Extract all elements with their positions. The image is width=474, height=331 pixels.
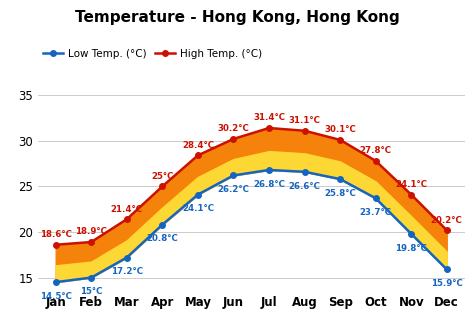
- Low Temp. (°C): [444, 267, 449, 271]
- Text: 21.4°C: 21.4°C: [111, 205, 143, 214]
- Low Temp. (°C): [408, 232, 414, 236]
- High Temp. (°C): [195, 153, 201, 157]
- Text: 18.9°C: 18.9°C: [75, 227, 107, 236]
- Text: 25.8°C: 25.8°C: [324, 189, 356, 198]
- Text: 14.5°C: 14.5°C: [40, 292, 72, 301]
- High Temp. (°C): [53, 243, 59, 247]
- Text: 28.4°C: 28.4°C: [182, 141, 214, 150]
- High Temp. (°C): [301, 129, 307, 133]
- Low Temp. (°C): [230, 173, 236, 177]
- High Temp. (°C): [266, 126, 272, 130]
- Text: 23.7°C: 23.7°C: [360, 208, 392, 217]
- Text: 15°C: 15°C: [80, 287, 102, 296]
- Low Temp. (°C): [124, 256, 129, 260]
- Text: 30.2°C: 30.2°C: [218, 124, 249, 133]
- High Temp. (°C): [444, 228, 449, 232]
- Low Temp. (°C): [373, 196, 378, 200]
- Low Temp. (°C): [53, 280, 59, 284]
- Legend: Low Temp. (°C), High Temp. (°C): Low Temp. (°C), High Temp. (°C): [38, 45, 266, 63]
- Text: 31.4°C: 31.4°C: [253, 114, 285, 122]
- High Temp. (°C): [373, 159, 378, 163]
- Text: 20.8°C: 20.8°C: [146, 234, 178, 243]
- Text: 17.2°C: 17.2°C: [111, 267, 143, 276]
- Text: 25°C: 25°C: [151, 172, 173, 181]
- Text: 30.1°C: 30.1°C: [324, 125, 356, 134]
- Line: Low Temp. (°C): Low Temp. (°C): [53, 167, 449, 285]
- Text: 24.1°C: 24.1°C: [182, 204, 214, 213]
- Text: 26.6°C: 26.6°C: [289, 181, 320, 191]
- Low Temp. (°C): [88, 276, 94, 280]
- Low Temp. (°C): [266, 168, 272, 172]
- Low Temp. (°C): [301, 170, 307, 174]
- High Temp. (°C): [408, 193, 414, 197]
- High Temp. (°C): [88, 240, 94, 244]
- Text: 27.8°C: 27.8°C: [360, 146, 392, 155]
- High Temp. (°C): [230, 137, 236, 141]
- Low Temp. (°C): [195, 193, 201, 197]
- High Temp. (°C): [159, 184, 165, 188]
- Text: 26.2°C: 26.2°C: [218, 185, 249, 194]
- Text: 31.1°C: 31.1°C: [289, 116, 320, 125]
- High Temp. (°C): [337, 138, 343, 142]
- Low Temp. (°C): [337, 177, 343, 181]
- Text: Temperature - Hong Kong, Hong Kong: Temperature - Hong Kong, Hong Kong: [74, 10, 400, 25]
- Low Temp. (°C): [159, 223, 165, 227]
- High Temp. (°C): [124, 217, 129, 221]
- Text: 24.1°C: 24.1°C: [395, 180, 427, 189]
- Text: 18.6°C: 18.6°C: [40, 230, 72, 239]
- Text: 15.9°C: 15.9°C: [431, 279, 463, 288]
- Text: 26.8°C: 26.8°C: [253, 180, 285, 189]
- Text: 19.8°C: 19.8°C: [395, 244, 427, 253]
- Text: 20.2°C: 20.2°C: [431, 215, 463, 225]
- Line: High Temp. (°C): High Temp. (°C): [53, 125, 449, 248]
